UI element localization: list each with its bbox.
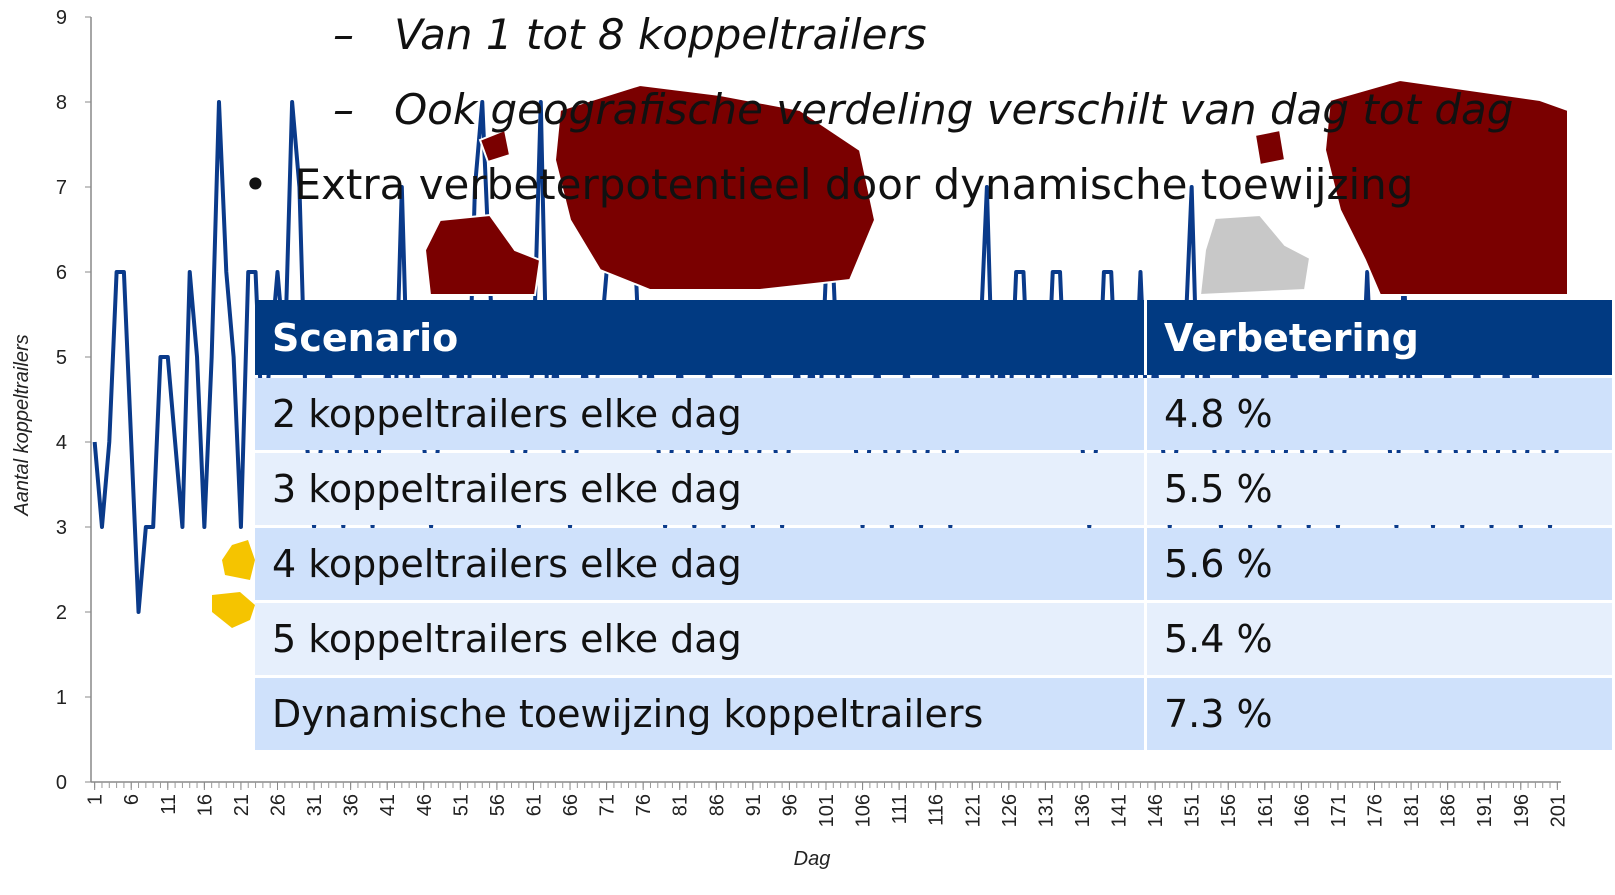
x-tick-label: 31	[304, 794, 326, 816]
x-tick-label: 26	[267, 794, 289, 816]
cell: 2 koppeltrailers elke dag	[255, 378, 1147, 450]
x-tick-label: 131	[1035, 794, 1057, 827]
cell: 5.4 %	[1147, 603, 1615, 675]
bullet-text: Ook geografische verdeling verschilt van…	[394, 85, 1514, 134]
x-tick-label: 66	[560, 794, 582, 816]
x-tick-label: 36	[341, 794, 363, 816]
cell: 5.6 %	[1147, 528, 1615, 600]
y-tick-label: 5	[56, 347, 67, 369]
x-tick-label: 106	[853, 794, 875, 827]
x-tick-label: 71	[597, 794, 619, 816]
x-tick-label: 56	[487, 794, 509, 816]
x-tick-label: 51	[450, 794, 472, 816]
header-cell: Scenario	[255, 300, 1147, 375]
x-tick-label: 46	[414, 794, 436, 816]
y-axis-label: Aantal koppeltrailers	[11, 334, 33, 516]
x-tick-label: 1	[85, 794, 107, 805]
bullet-text: Van 1 tot 8 koppeltrailers	[394, 10, 927, 59]
x-tick-label: 201	[1547, 794, 1569, 827]
bullet: • Extra verbeterpotentieel door dynamisc…	[243, 160, 1414, 209]
y-tick-label: 1	[56, 687, 67, 709]
x-tick-label: 151	[1182, 794, 1204, 827]
x-tick-label: 196	[1511, 794, 1533, 827]
cell: 5 koppeltrailers elke dag	[255, 603, 1147, 675]
cell: 4.8 %	[1147, 378, 1615, 450]
table-row: Dynamische toewijzing koppeltrailers 7.3 …	[255, 678, 1615, 750]
x-tick-label: 121	[962, 794, 984, 827]
x-tick-label: 41	[377, 794, 399, 816]
y-tick-label: 2	[56, 602, 67, 624]
y-tick-label: 3	[56, 517, 67, 539]
y-tick-label: 8	[56, 92, 67, 114]
header-cell: Verbetering	[1147, 300, 1615, 375]
x-tick-label: 21	[231, 794, 253, 816]
y-tick-label: 6	[56, 262, 67, 284]
bullet-sub: – Van 1 tot 8 koppeltrailers	[333, 10, 927, 59]
table-row: 4 koppeltrailers elke dag 5.6 %	[255, 528, 1615, 600]
x-tick-label: 81	[670, 794, 692, 816]
x-tick-label: 126	[999, 794, 1021, 827]
x-tick-label: 6	[121, 794, 143, 805]
table-row: 5 koppeltrailers elke dag 5.4 %	[255, 603, 1615, 675]
cell: Dynamische toewijzing koppeltrailers	[255, 678, 1147, 750]
table-header: Scenario Verbetering	[255, 300, 1615, 375]
x-tick-label: 171	[1328, 794, 1350, 827]
x-tick-label: 161	[1255, 794, 1277, 827]
x-tick-label: 166	[1291, 794, 1313, 827]
y-tick-label: 4	[56, 432, 67, 454]
y-tick-label: 9	[56, 7, 67, 29]
x-tick-label: 141	[1109, 794, 1131, 827]
x-tick-label: 146	[1145, 794, 1167, 827]
x-tick-label: 176	[1365, 794, 1387, 827]
x-tick-label: 111	[889, 794, 911, 824]
x-tick-label: 186	[1438, 794, 1460, 827]
x-axis-label: Dag	[794, 848, 831, 870]
x-tick-label: 116	[926, 794, 948, 826]
table-row: 3 koppeltrailers elke dag 5.5 %	[255, 453, 1615, 525]
x-tick-label: 11	[158, 794, 180, 815]
table-row: 2 koppeltrailers elke dag 4.8 %	[255, 378, 1615, 450]
x-tick-label: 86	[706, 794, 728, 816]
x-tick-label: 136	[1072, 794, 1094, 827]
x-tick-label: 96	[779, 794, 801, 816]
x-tick-label: 101	[816, 794, 838, 827]
bullet-text: Extra verbeterpotentieel door dynamische…	[294, 160, 1414, 209]
x-tick-label: 156	[1218, 794, 1240, 827]
cell: 4 koppeltrailers elke dag	[255, 528, 1147, 600]
x-tick-label: 91	[743, 794, 765, 816]
cell: 3 koppeltrailers elke dag	[255, 453, 1147, 525]
x-tick-label: 76	[633, 794, 655, 816]
cell: 7.3 %	[1147, 678, 1615, 750]
y-tick-label: 7	[56, 177, 67, 199]
x-tick-label: 61	[523, 794, 545, 816]
x-tick-label: 191	[1474, 794, 1496, 827]
x-tick-label: 16	[194, 794, 216, 816]
y-tick-label: 0	[56, 772, 67, 794]
bullet-sub: – Ook geografische verdeling verschilt v…	[333, 85, 1514, 134]
cell: 5.5 %	[1147, 453, 1615, 525]
table: Scenario Verbetering 2 koppeltrailers el…	[255, 297, 1615, 753]
x-tick-label: 181	[1401, 794, 1423, 827]
